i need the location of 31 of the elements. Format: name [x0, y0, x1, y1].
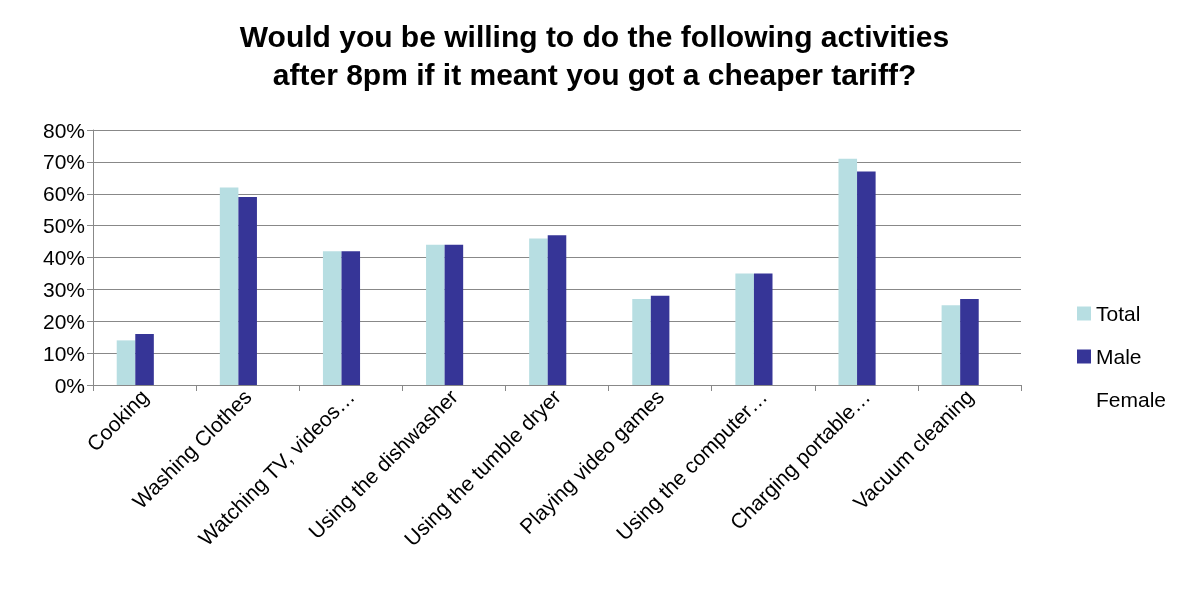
y-tick-label: 80%	[42, 118, 85, 142]
bar	[219, 187, 239, 385]
y-tick-label: 50%	[42, 214, 85, 238]
bar	[650, 295, 670, 385]
y-tick-label: 0%	[54, 373, 85, 397]
bar	[857, 171, 876, 385]
legend-label: Total	[1095, 302, 1141, 325]
bar	[735, 273, 754, 385]
legend-label: Male	[1095, 345, 1142, 368]
bar	[632, 298, 651, 385]
y-tick-label: 20%	[42, 309, 85, 333]
bar	[238, 196, 257, 385]
bar	[941, 305, 961, 385]
bar	[341, 251, 361, 385]
bar	[444, 244, 464, 385]
chart-title: Would you be willing to do the following activities after 8pm if it meant you got a cheaper tariff?	[239, 19, 950, 91]
bar	[529, 238, 548, 385]
y-tick-label: 60%	[42, 182, 85, 206]
text: Female	[1095, 388, 1167, 411]
y-tick-label: 70%	[42, 150, 85, 174]
bar	[116, 340, 136, 385]
bar	[960, 298, 979, 385]
bar	[322, 251, 342, 385]
y-tick-label: 40%	[42, 246, 85, 269]
bar	[547, 235, 567, 385]
y-tick-label: 10%	[42, 341, 85, 365]
bar	[426, 244, 445, 385]
bar	[135, 334, 154, 385]
y-tick-label: 30%	[42, 277, 85, 301]
bar	[753, 273, 773, 385]
bar	[838, 158, 858, 385]
